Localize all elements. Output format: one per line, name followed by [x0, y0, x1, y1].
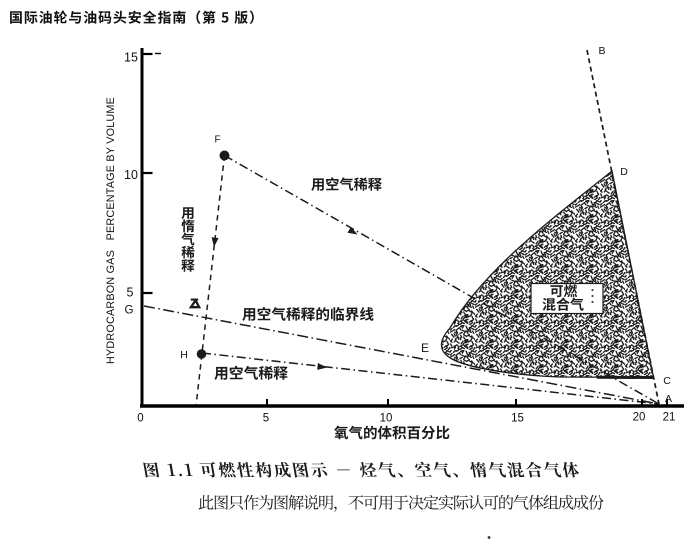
svg-text:D: D — [620, 166, 628, 178]
svg-text:5: 5 — [127, 286, 134, 300]
svg-text:20: 20 — [633, 412, 646, 424]
svg-text:0: 0 — [137, 413, 143, 425]
svg-text:15: 15 — [124, 51, 138, 65]
svg-text:C: C — [663, 375, 671, 387]
svg-text:H: H — [180, 349, 188, 361]
svg-text:A: A — [665, 393, 672, 405]
svg-text:B: B — [598, 45, 605, 57]
svg-text:21: 21 — [663, 412, 676, 424]
svg-text:HYDROCARBON GAS PERCENTAGE B: HYDROCARBON GAS PERCENTAGE BY VOLUME — [105, 97, 117, 364]
svg-text:15: 15 — [511, 413, 524, 425]
svg-text:F: F — [214, 135, 220, 146]
svg-text:G: G — [125, 305, 134, 317]
svg-text:5: 5 — [263, 413, 269, 425]
svg-text:E: E — [421, 341, 429, 355]
svg-text:10: 10 — [124, 168, 138, 182]
svg-text:10: 10 — [380, 413, 393, 425]
